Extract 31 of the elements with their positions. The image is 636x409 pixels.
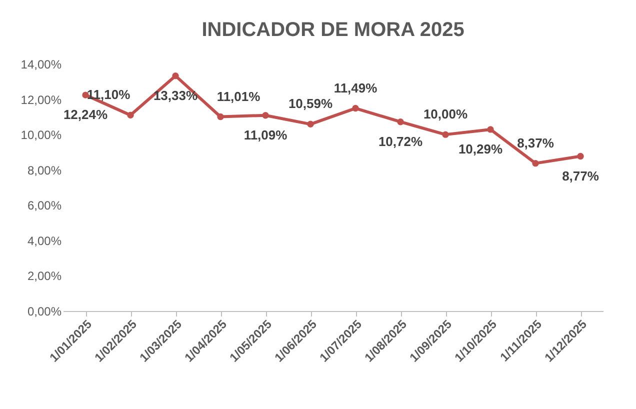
y-tick-label: 12,00% bbox=[20, 92, 62, 107]
data-label: 12,24% bbox=[63, 107, 108, 122]
point bbox=[352, 104, 359, 112]
data-label: 10,72% bbox=[378, 134, 423, 149]
point bbox=[262, 112, 269, 119]
point bbox=[172, 72, 179, 80]
y-tick-label: 2,00% bbox=[27, 269, 62, 284]
data-label: 11,09% bbox=[244, 127, 288, 142]
y-tick-label: 4,00% bbox=[27, 234, 62, 248]
y-tick-label: 14,00% bbox=[20, 58, 62, 72]
point bbox=[307, 120, 314, 128]
data-label: 10,00% bbox=[423, 106, 468, 122]
y-tick-label: 10,00% bbox=[20, 128, 62, 142]
point bbox=[532, 160, 539, 167]
point bbox=[487, 126, 494, 133]
y-tick-label: 6,00% bbox=[27, 198, 62, 213]
point bbox=[442, 131, 449, 138]
point bbox=[397, 118, 404, 126]
data-label: 10,29% bbox=[458, 141, 503, 156]
chart-title: INDICADOR DE MORA 2025 bbox=[202, 19, 464, 41]
data-label: 13,33% bbox=[153, 88, 198, 103]
point bbox=[577, 152, 584, 160]
data-label: 11,01% bbox=[216, 88, 261, 104]
data-label: 8,77% bbox=[562, 168, 600, 184]
point bbox=[217, 113, 224, 120]
y-tick-label: 0,00% bbox=[27, 304, 62, 318]
y-tick-label: 8,00% bbox=[27, 163, 62, 178]
point bbox=[127, 112, 134, 119]
data-label: 10,59% bbox=[288, 96, 333, 112]
data-label: 11,49% bbox=[334, 80, 378, 96]
data-label: 8,37% bbox=[517, 135, 554, 150]
